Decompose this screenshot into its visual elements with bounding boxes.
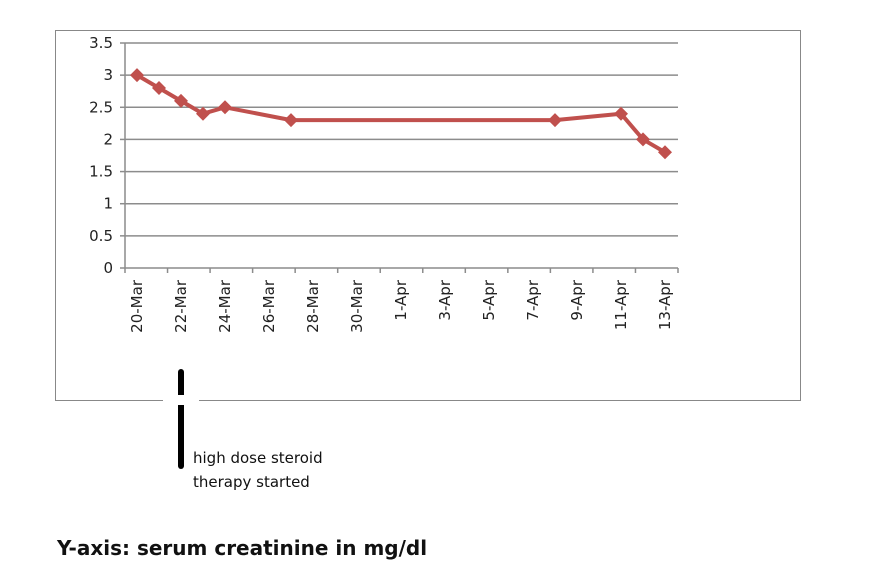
data-point-marker: [614, 106, 628, 121]
y-tick-label: 0: [103, 259, 113, 277]
y-tick-label: 2: [103, 130, 113, 148]
x-tick-label: 11-Apr: [612, 279, 630, 330]
annotation-line-2: therapy started: [193, 473, 310, 491]
y-tick-label: 2.5: [89, 98, 113, 116]
y-tick-label: 3: [103, 66, 113, 84]
data-point-marker: [636, 132, 650, 147]
data-point-marker: [174, 93, 188, 108]
x-tick-label: 13-Apr: [656, 279, 674, 330]
x-tick-label: 3-Apr: [436, 279, 454, 320]
y-tick-label: 3.5: [89, 34, 113, 52]
x-tick-label: 26-Mar: [260, 279, 278, 333]
data-point-marker: [196, 106, 210, 121]
y-tick-label: 1.5: [89, 163, 113, 181]
annotation-text: high dose steroid therapy started: [193, 446, 323, 494]
series-line: [135, 73, 667, 155]
y-tick-label: 1: [103, 195, 113, 213]
x-tick-label: 9-Apr: [568, 279, 586, 320]
x-tick-label: 28-Mar: [304, 279, 322, 333]
chart-border: [55, 30, 801, 401]
y-axis-caption: Y-axis: serum creatinine in mg/dl: [57, 536, 428, 560]
data-point-marker: [130, 68, 144, 83]
x-tick-label: 30-Mar: [348, 279, 366, 333]
x-tick-label: 1-Apr: [392, 279, 410, 320]
data-point-marker: [284, 113, 298, 128]
annotation-line-1: high dose steroid: [193, 449, 323, 467]
x-tick-label: 20-Mar: [128, 279, 146, 333]
x-tick-label: 24-Mar: [216, 279, 234, 333]
data-point-marker: [658, 145, 672, 160]
annotation-border-gap: [163, 395, 199, 405]
data-point-marker: [548, 113, 562, 128]
y-tick-label: 0.5: [89, 227, 113, 245]
data-point-marker: [218, 100, 232, 115]
x-tick-label: 5-Apr: [480, 279, 498, 320]
x-tick-label: 7-Apr: [524, 279, 542, 320]
x-tick-label: 22-Mar: [172, 279, 190, 333]
data-point-marker: [152, 81, 166, 95]
